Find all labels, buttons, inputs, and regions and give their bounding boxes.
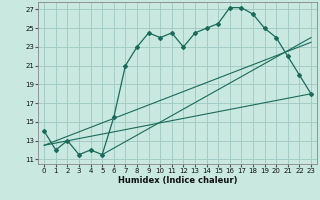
X-axis label: Humidex (Indice chaleur): Humidex (Indice chaleur): [118, 176, 237, 185]
